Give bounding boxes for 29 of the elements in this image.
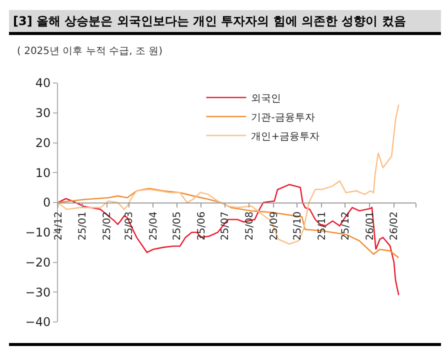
y-tick-label: 10 (35, 166, 51, 180)
x-tick-label: 25/07 (220, 212, 232, 240)
x-tick-label: 25/01 (78, 212, 89, 240)
x-tick-label: 26/02 (389, 212, 400, 240)
x-tick-label: 25/09 (268, 212, 280, 240)
y-tick-label: 30 (35, 106, 51, 120)
x-tick-label: 25/03 (124, 212, 136, 240)
legend-label: 기관-금융투자 (251, 112, 315, 124)
y-tick-label: −30 (25, 285, 51, 300)
y-tick-label: 0 (42, 196, 51, 210)
y-tick-label: 20 (35, 136, 51, 150)
x-tick-label: 25/04 (148, 212, 160, 240)
y-tick-label: 40 (35, 76, 51, 90)
x-tick-label: 24/12 (53, 212, 64, 240)
y-tick-label: −40 (25, 315, 51, 330)
x-tick-label: 25/11 (316, 212, 328, 240)
x-tick-label: 26/01 (364, 212, 376, 240)
x-tick-label: 25/05 (172, 212, 184, 240)
y-tick-label: −10 (25, 226, 51, 240)
y-axis-title: ( 2025년 이후 누적 수급, 조 원) (17, 46, 163, 57)
x-tick-label: 25/10 (292, 212, 304, 240)
legend-label: 외국인 (251, 93, 282, 104)
x-tick-label: 25/12 (340, 212, 352, 240)
chart-title: [3] 올해 상승분은 외국인보다는 개인 투자자의 힘에 의존한 성향이 컸음 (9, 10, 441, 35)
legend-label: 개인+금융투자 (251, 131, 320, 142)
x-tick-label: 25/06 (196, 212, 208, 240)
x-tick-label: 25/08 (244, 212, 256, 240)
y-tick-label: −20 (25, 255, 51, 270)
x-tick-label: 25/02 (102, 212, 114, 240)
